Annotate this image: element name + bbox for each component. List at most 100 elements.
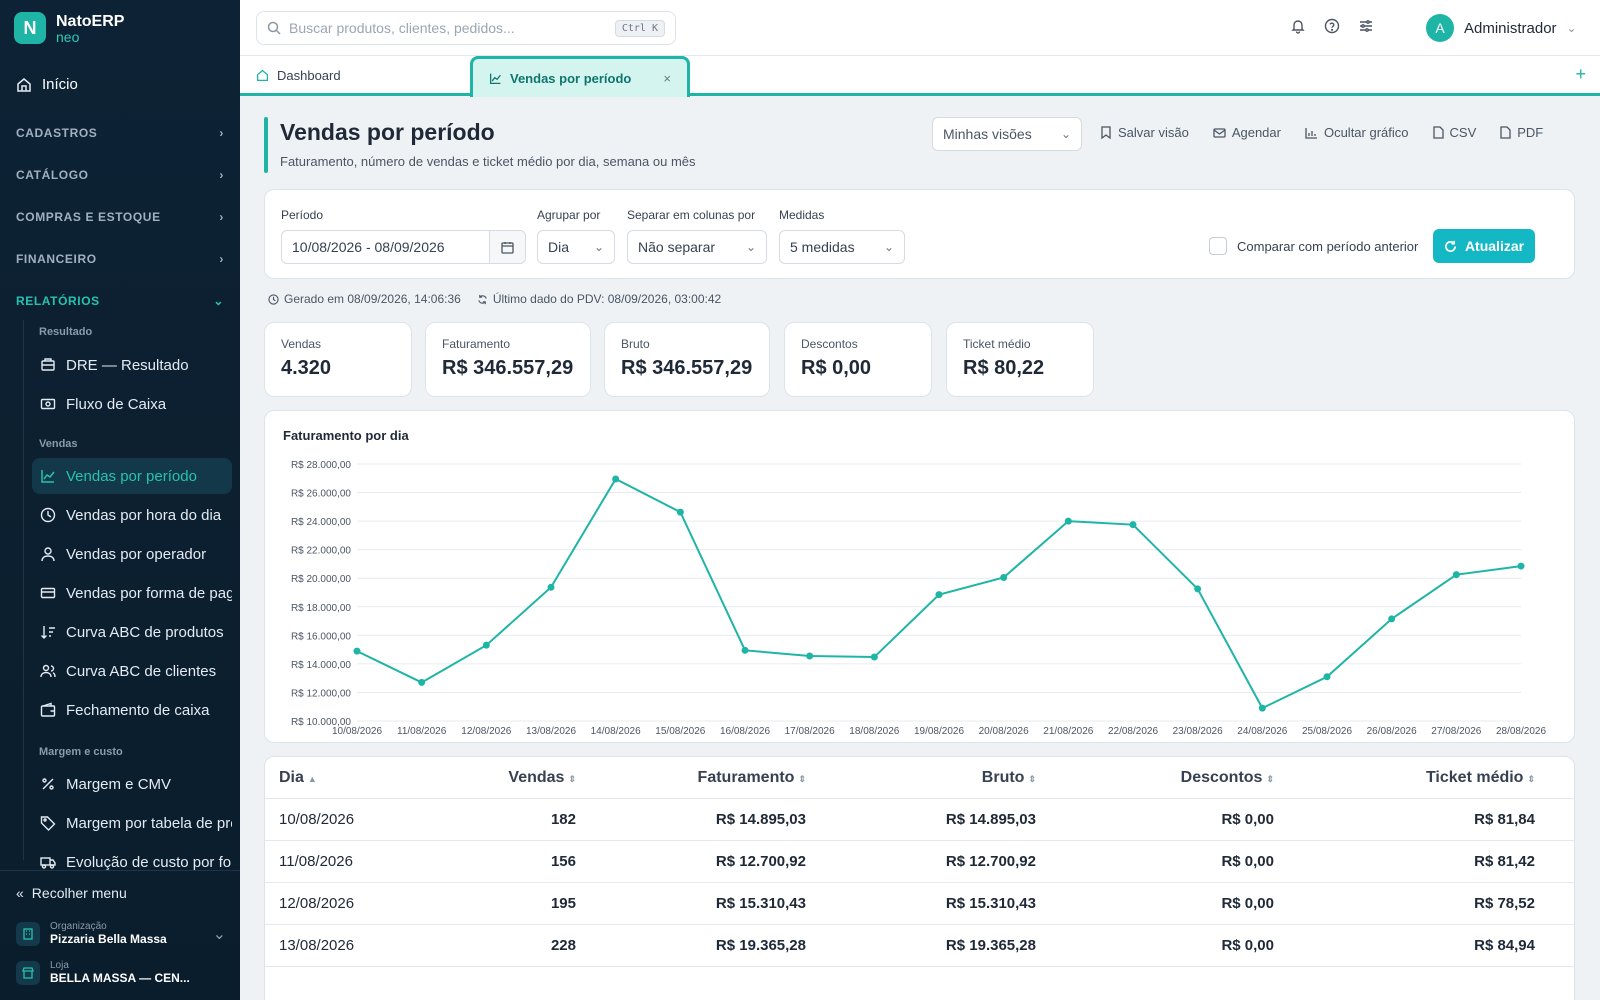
split-columns-select[interactable]: Não separar ⌄ bbox=[627, 230, 767, 264]
chevron-right-icon: › bbox=[219, 210, 224, 224]
close-icon[interactable]: × bbox=[663, 70, 671, 86]
table-cell: 10/08/2026 bbox=[279, 799, 354, 840]
period-input[interactable]: 10/08/2026 - 08/09/2026 bbox=[281, 230, 526, 264]
measures-select[interactable]: 5 medidas ⌄ bbox=[779, 230, 905, 264]
views-dropdown[interactable]: Minhas visões ⌄ bbox=[932, 117, 1082, 151]
data-point bbox=[353, 647, 361, 655]
report-meta: Gerado em 08/09/2026, 14:06:36 Último da… bbox=[268, 292, 721, 306]
kpi-value: R$ 346.557,29 bbox=[621, 357, 753, 379]
sidebar-item-vendas-operador[interactable]: Vendas por operador bbox=[32, 536, 232, 572]
sort-icon[interactable]: ⇕ bbox=[798, 774, 806, 784]
sidebar-item-vendas-forma-pagamento[interactable]: Vendas por forma de pagamento bbox=[32, 575, 232, 611]
sidebar-section-cadastros[interactable]: CADASTROS › bbox=[16, 126, 224, 140]
generated-text: Gerado em 08/09/2026, 14:06:36 bbox=[284, 292, 461, 306]
table-row[interactable]: 13/08/2026 228 R$ 19.365,28 R$ 19.365,28 R$ … bbox=[265, 925, 1574, 967]
sort-icon[interactable]: ⇕ bbox=[568, 774, 576, 784]
compare-previous-toggle[interactable]: Comparar com período anterior bbox=[1209, 237, 1418, 255]
sidebar-section-catalogo[interactable]: CATÁLOGO › bbox=[16, 168, 224, 182]
section-label: COMPRAS E ESTOQUE bbox=[16, 210, 161, 224]
avatar: A bbox=[1426, 14, 1454, 42]
bell-icon[interactable] bbox=[1290, 18, 1306, 34]
refresh-button[interactable]: Atualizar bbox=[1433, 229, 1535, 263]
sidebar-item-inicio[interactable]: Início bbox=[16, 76, 78, 93]
data-point bbox=[547, 583, 555, 591]
group-by-select[interactable]: Dia ⌄ bbox=[537, 230, 615, 264]
column-header[interactable]: Vendas ⇕ bbox=[508, 757, 576, 798]
sidebar-item-fluxo-caixa[interactable]: Fluxo de Caixa bbox=[32, 386, 232, 422]
tab-vendas-periodo[interactable]: Vendas por período × bbox=[470, 56, 690, 97]
y-tick-label: R$ 12.000,00 bbox=[291, 688, 351, 699]
percent-icon bbox=[42, 778, 54, 790]
search-input[interactable]: Buscar produtos, clientes, pedidos... Ct… bbox=[256, 11, 676, 45]
user-menu[interactable]: A Administrador ⌄ bbox=[1426, 14, 1577, 42]
export-pdf-button[interactable]: PDF bbox=[1500, 125, 1543, 140]
sidebar-item-margem-cmv[interactable]: Margem e CMV bbox=[32, 766, 232, 802]
sidebar-item-evolucao-custo[interactable]: Evolução de custo por fornecedor bbox=[32, 844, 232, 880]
calendar-button[interactable] bbox=[489, 231, 525, 263]
store-selector[interactable]: Loja BELLA MASSA — CEN... bbox=[16, 960, 190, 985]
save-view-button[interactable]: Salvar visão bbox=[1100, 125, 1189, 140]
column-header[interactable]: Ticket médio ⇕ bbox=[1426, 757, 1535, 798]
sidebar-item-label: Evolução de custo por fornecedor bbox=[66, 853, 232, 871]
table-cell: R$ 12.700,92 bbox=[716, 841, 806, 882]
tab-dashboard[interactable]: Dashboard bbox=[240, 56, 460, 94]
column-header-label: Vendas bbox=[508, 769, 565, 786]
sort-asc-icon[interactable]: ▲ bbox=[307, 774, 317, 784]
table-row[interactable]: 11/08/2026 156 R$ 12.700,92 R$ 12.700,92 R$ … bbox=[265, 841, 1574, 883]
schedule-button[interactable]: Agendar bbox=[1213, 125, 1281, 140]
search-placeholder: Buscar produtos, clientes, pedidos... bbox=[289, 20, 515, 36]
y-tick-label: R$ 16.000,00 bbox=[291, 631, 351, 642]
export-csv-button[interactable]: CSV bbox=[1432, 125, 1476, 140]
sidebar-section-financeiro[interactable]: FINANCEIRO › bbox=[16, 252, 224, 266]
table-row[interactable]: 12/08/2026 195 R$ 15.310,43 R$ 15.310,43 R$ … bbox=[265, 883, 1574, 925]
data-point bbox=[1129, 521, 1137, 529]
table-row[interactable]: 10/08/2026 182 R$ 14.895,03 R$ 14.895,03 R$ … bbox=[265, 799, 1574, 841]
organization-selector[interactable]: Organização Pizzaria Bella Massa ⌄ bbox=[16, 921, 226, 946]
hide-chart-button[interactable]: Ocultar gráfico bbox=[1305, 125, 1409, 140]
x-tick-label: 12/08/2026 bbox=[461, 726, 511, 737]
table-cell: R$ 84,94 bbox=[1474, 925, 1535, 966]
sidebar-item-abc-clientes[interactable]: Curva ABC de clientes bbox=[32, 653, 232, 689]
user-icon bbox=[41, 547, 55, 562]
add-tab-button[interactable]: + bbox=[1575, 64, 1586, 84]
column-header[interactable]: Dia ▲ bbox=[279, 757, 317, 798]
column-header[interactable]: Bruto ⇕ bbox=[982, 757, 1036, 798]
sidebar-footer: « Recolher menu Organização Pizzaria Bel… bbox=[0, 870, 240, 1000]
sidebar-item-fechamento-caixa[interactable]: Fechamento de caixa bbox=[32, 692, 232, 728]
store-icon bbox=[16, 960, 40, 985]
sort-icon[interactable]: ⇕ bbox=[1266, 774, 1274, 784]
sidebar-item-dre[interactable]: DRE — Resultado bbox=[32, 347, 232, 383]
table-cell: R$ 0,00 bbox=[1221, 883, 1274, 924]
collapse-menu-button[interactable]: « Recolher menu bbox=[16, 885, 127, 901]
compare-checkbox[interactable] bbox=[1209, 237, 1227, 255]
measures-value: 5 medidas bbox=[790, 239, 855, 255]
sort-desc-icon bbox=[41, 626, 55, 639]
column-header[interactable]: Faturamento ⇕ bbox=[698, 757, 806, 798]
bar-chart-icon bbox=[1305, 127, 1317, 139]
column-header[interactable]: Descontos ⇕ bbox=[1181, 757, 1274, 798]
sidebar-item-abc-produtos[interactable]: Curva ABC de produtos bbox=[32, 614, 232, 650]
x-tick-label: 26/08/2026 bbox=[1367, 726, 1417, 737]
collapse-menu-label: Recolher menu bbox=[31, 885, 127, 901]
column-header-label: Descontos bbox=[1180, 769, 1263, 786]
mail-icon bbox=[1213, 127, 1226, 138]
data-point bbox=[870, 653, 878, 661]
table-cell: R$ 0,00 bbox=[1221, 799, 1274, 840]
kpi-bruto: Bruto R$ 346.557,29 bbox=[604, 322, 770, 397]
wallet-icon bbox=[40, 702, 56, 717]
sidebar-section-relatorios[interactable]: RELATÓRIOS ⌄ bbox=[16, 294, 224, 308]
x-tick-label: 27/08/2026 bbox=[1431, 726, 1481, 737]
x-tick-label: 18/08/2026 bbox=[849, 726, 899, 737]
page-subtitle: Faturamento, número de vendas e ticket m… bbox=[280, 154, 696, 169]
settings-sliders-icon[interactable] bbox=[1358, 18, 1374, 34]
sidebar-section-compras[interactable]: COMPRAS E ESTOQUE › bbox=[16, 210, 224, 224]
sort-icon[interactable]: ⇕ bbox=[1028, 774, 1036, 784]
sidebar-item-vendas-periodo[interactable]: Vendas por período bbox=[32, 458, 232, 494]
sidebar-item-vendas-hora[interactable]: Vendas por hora do dia bbox=[32, 497, 232, 533]
sidebar-item-margem-tabela[interactable]: Margem por tabela de preço bbox=[32, 805, 232, 841]
file-icon bbox=[1432, 126, 1444, 139]
kpi-descontos: Descontos R$ 0,00 bbox=[784, 322, 932, 397]
help-icon[interactable] bbox=[1324, 18, 1340, 34]
sort-icon[interactable]: ⇕ bbox=[1527, 774, 1535, 784]
brand[interactable]: N NatoERP neo bbox=[14, 12, 124, 44]
